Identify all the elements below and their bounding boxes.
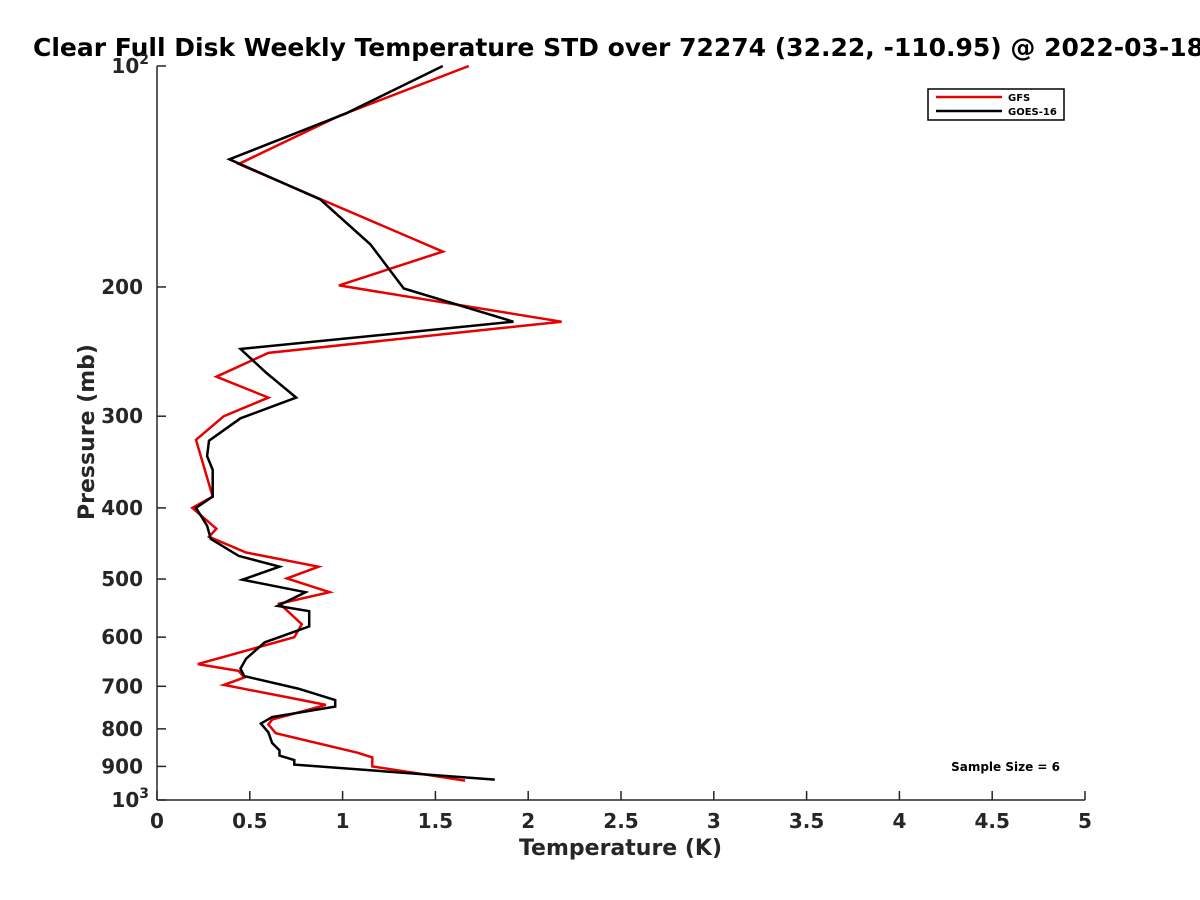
x-tick-label: 1 [336, 809, 350, 833]
x-tick-label: 4.5 [974, 809, 1009, 833]
legend-box [927, 88, 1065, 121]
legend-label-gfs: GFS [1008, 93, 1030, 104]
axes: 0 0.5 1 1.5 2 2.5 3 3.5 4 4.5 5 102 200 300 400 500 600 7… [101, 52, 1092, 833]
legend-label-goes-16: GOES-16 [1008, 107, 1057, 118]
x-tick-label: 3.5 [789, 809, 824, 833]
y-tick-label: 103 [111, 786, 149, 812]
sample-size-annotation: Sample Size = 6 [951, 760, 1060, 774]
y-tick-label: 800 [101, 717, 143, 741]
y-tick-label: 900 [101, 754, 143, 778]
x-tick-label: 2 [521, 809, 535, 833]
x-tick-label: 4 [892, 809, 906, 833]
y-tick-label: 300 [101, 404, 143, 428]
x-tick-label: 0 [150, 809, 164, 833]
x-tick-label: 1.5 [418, 809, 453, 833]
series-line-gfs [190, 64, 562, 782]
x-tick-label: 0.5 [232, 809, 267, 833]
x-tick-label: 2.5 [603, 809, 638, 833]
series-line-goes-16 [194, 64, 514, 781]
y-tick-label: 700 [101, 674, 143, 698]
x-tick-label: 5 [1078, 809, 1092, 833]
y-tick-label: 200 [101, 275, 143, 299]
y-tick-label: 500 [101, 567, 143, 591]
y-tick-label: 102 [111, 52, 149, 78]
x-tick-label: 3 [707, 809, 721, 833]
y-tick-label: 600 [101, 625, 143, 649]
y-axis-label: Pressure (mb) [75, 344, 100, 520]
series-layer [190, 64, 562, 782]
y-tick-label: 400 [101, 496, 143, 520]
chart-title: Clear Full Disk Weekly Temperature STD o… [33, 33, 1200, 62]
x-axis-label: Temperature (K) [519, 836, 722, 861]
legend: GFS GOES-16 [927, 88, 1065, 121]
